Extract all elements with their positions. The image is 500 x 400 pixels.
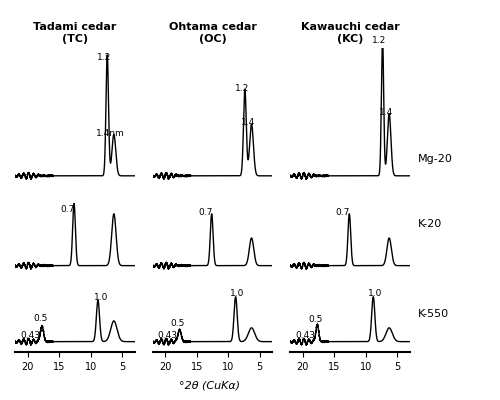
Text: 1.4: 1.4 [241,118,256,128]
Text: 0.7: 0.7 [60,205,75,214]
Text: 1.4: 1.4 [379,108,393,117]
Text: 1.2: 1.2 [372,36,386,44]
Text: 1.2: 1.2 [234,84,249,93]
Title: Kawauchi cedar
(KC): Kawauchi cedar (KC) [301,22,400,44]
Text: 1.0: 1.0 [94,293,108,302]
Text: Mg-20: Mg-20 [418,154,452,164]
Title: Tadami cedar
(TC): Tadami cedar (TC) [33,22,116,44]
Text: 0.43: 0.43 [20,331,40,340]
Text: 1.2: 1.2 [97,53,111,62]
Text: 0.5: 0.5 [309,315,323,324]
Text: 0.7: 0.7 [198,208,212,217]
Text: 0.5: 0.5 [170,319,185,328]
Text: 0.7: 0.7 [336,208,350,217]
Text: 1.4nm: 1.4nm [96,129,125,138]
Text: K-550: K-550 [418,309,448,319]
Text: 1.0: 1.0 [368,290,382,298]
Title: Ohtama cedar
(OC): Ohtama cedar (OC) [168,22,256,44]
Text: 0.43: 0.43 [295,331,315,340]
Text: °2θ (CuKα): °2θ (CuKα) [180,380,240,390]
Text: 0.5: 0.5 [33,314,48,323]
Text: 1.0: 1.0 [230,290,244,298]
Text: K-20: K-20 [418,219,442,229]
Text: 0.43: 0.43 [158,331,178,340]
